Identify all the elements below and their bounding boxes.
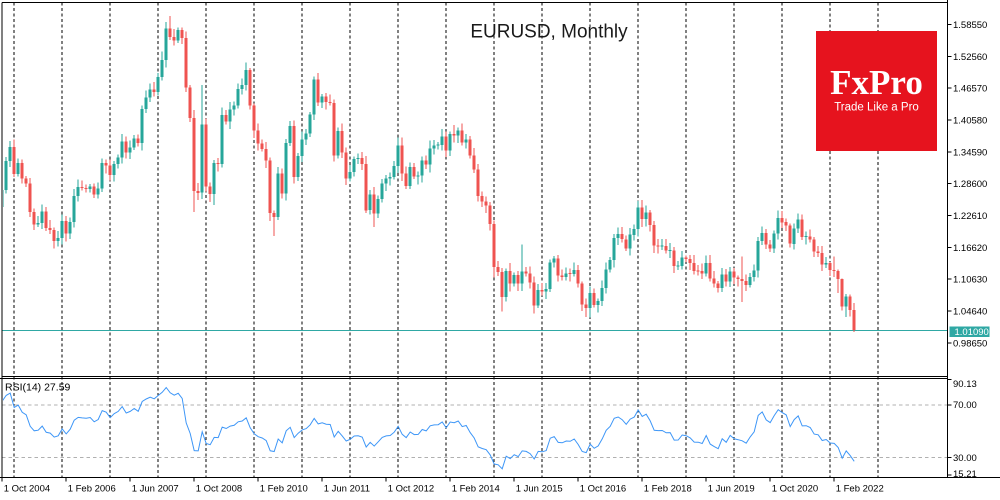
svg-text:1.22610: 1.22610 [953,211,987,222]
svg-text:FxPro: FxPro [830,63,923,102]
svg-text:1 Oct 2004: 1 Oct 2004 [4,484,50,495]
svg-text:1 Oct 2020: 1 Oct 2020 [772,484,818,495]
svg-text:1 Oct 2008: 1 Oct 2008 [196,484,242,495]
svg-text:1.40580: 1.40580 [953,116,987,127]
svg-text:1 Feb 2006: 1 Feb 2006 [68,484,116,495]
svg-text:1.16620: 1.16620 [953,243,987,254]
svg-text:1.04640: 1.04640 [953,306,987,317]
svg-text:0.98650: 0.98650 [953,338,987,349]
svg-text:1.34590: 1.34590 [953,147,987,158]
svg-text:RSI(14) 27.59: RSI(14) 27.59 [5,382,71,394]
svg-text:1.28600: 1.28600 [953,179,987,190]
svg-text:1 Feb 2010: 1 Feb 2010 [260,484,308,495]
svg-text:1 Oct 2012: 1 Oct 2012 [388,484,434,495]
svg-text:1 Jun 2019: 1 Jun 2019 [708,484,755,495]
svg-text:1.46570: 1.46570 [953,84,987,95]
svg-text:90.13: 90.13 [953,379,977,390]
svg-text:1.01090: 1.01090 [955,327,989,338]
svg-text:1 Oct 2016: 1 Oct 2016 [580,484,626,495]
svg-text:30.00: 30.00 [953,453,977,464]
svg-text:Trade Like a Pro: Trade Like a Pro [834,102,919,114]
svg-text:1 Jun 2007: 1 Jun 2007 [132,484,179,495]
svg-text:1.58550: 1.58550 [953,20,987,31]
svg-text:EURUSD, Monthly: EURUSD, Monthly [470,22,628,43]
svg-text:70.00: 70.00 [953,400,977,411]
svg-text:1 Jun 2015: 1 Jun 2015 [516,484,563,495]
svg-text:1 Jun 2011: 1 Jun 2011 [324,484,370,495]
svg-text:1 Feb 2014: 1 Feb 2014 [452,484,500,495]
svg-text:1.10630: 1.10630 [953,275,987,286]
svg-text:1.52560: 1.52560 [953,52,987,63]
svg-text:1 Feb 2022: 1 Feb 2022 [836,484,884,495]
svg-text:15.21: 15.21 [953,469,977,480]
svg-text:1 Feb 2018: 1 Feb 2018 [644,484,692,495]
